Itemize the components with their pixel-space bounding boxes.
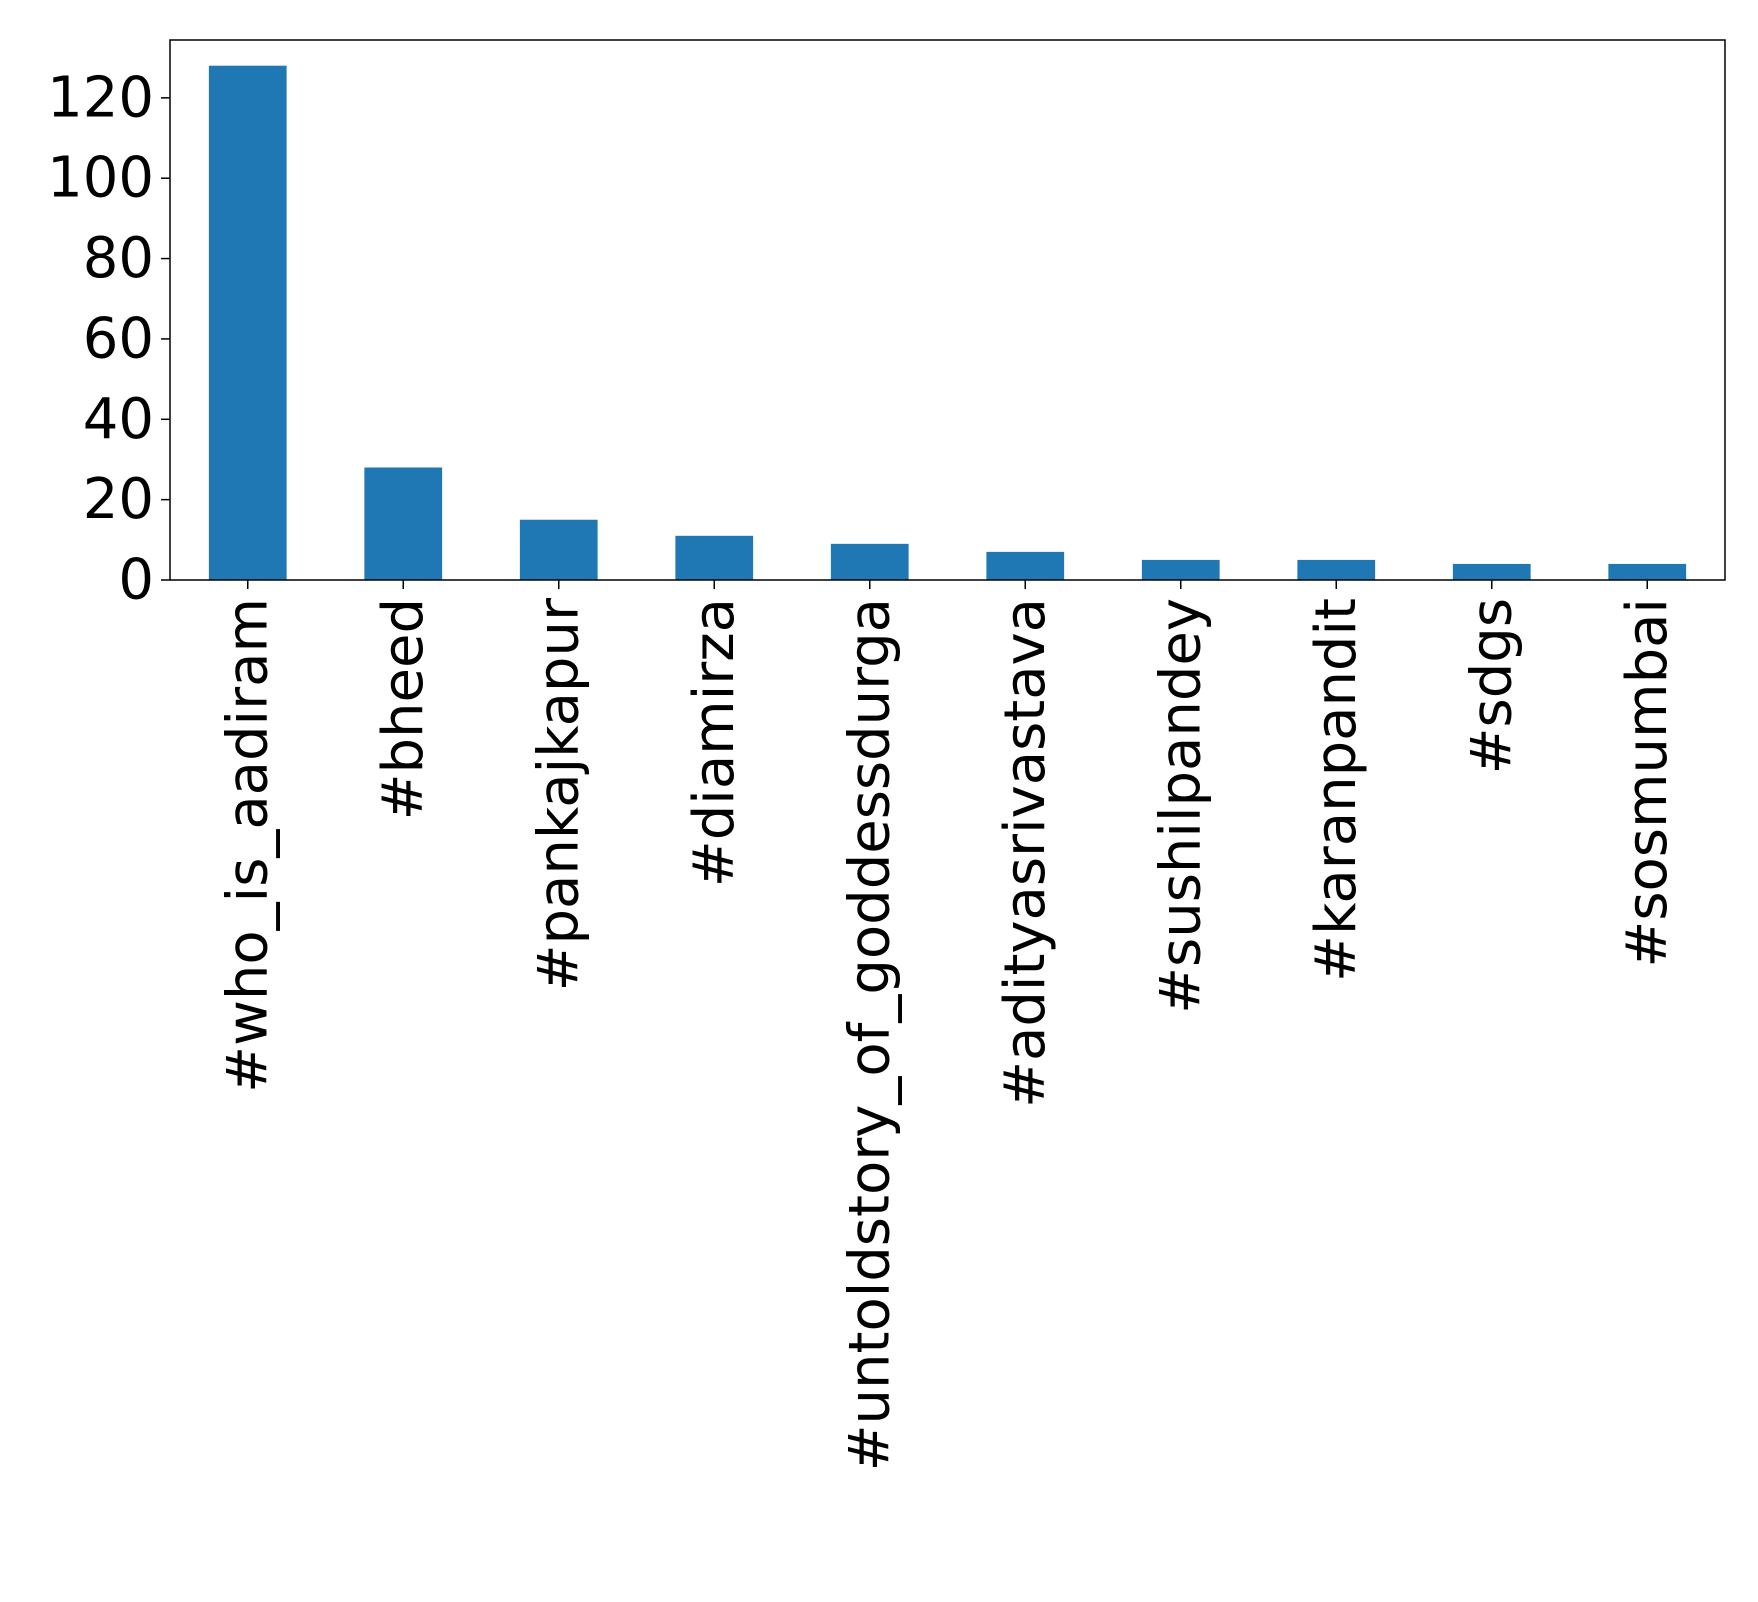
x-tick-label: #sushilpandey [1148,598,1213,1014]
y-tick-label: 20 [83,467,154,532]
bars-group [208,65,1687,580]
x-tick-label: #untoldstory_of_goddessdurga [837,598,902,1471]
y-tick-label: 60 [83,306,154,371]
x-tick-label: #sdgs [1459,598,1524,774]
bar-untoldstory-of-goddessdurga [830,543,909,580]
bar-sushilpandey [1141,559,1220,580]
x-tick-label: #bheed [371,598,436,820]
plot-frame [169,39,1726,581]
y-axis-ticks: 0 20 40 60 80 100 120 [47,65,170,613]
x-tick-label: #pankajkapur [526,597,591,991]
x-tick-label: #sosmumbai [1615,598,1680,968]
x-tick-label: #karanpandit [1304,598,1369,982]
x-axis-ticks: #who_is_aadiram #bheed #pankajkapur #diamir… [215,580,1680,1471]
x-tick-label: #diamirza [682,598,747,887]
bar-karanpandit [1297,559,1376,580]
bar-sosmumbai [1608,563,1687,580]
y-tick-label: 120 [47,65,154,130]
bar-pankajkapur [519,519,598,580]
y-tick-label: 80 [83,226,154,291]
bar-who-is-aadiram [208,65,287,580]
bar-adityasrivastava [986,551,1065,580]
bar-sdgs [1452,563,1531,580]
y-tick-label: 0 [118,548,154,613]
x-tick-label: #adityasrivastava [993,598,1058,1108]
bar-bheed [364,467,443,580]
y-tick-label: 40 [83,387,154,452]
y-tick-label: 100 [47,146,154,211]
x-tick-label: #who_is_aadiram [215,598,280,1093]
bar-diamirza [675,535,754,580]
